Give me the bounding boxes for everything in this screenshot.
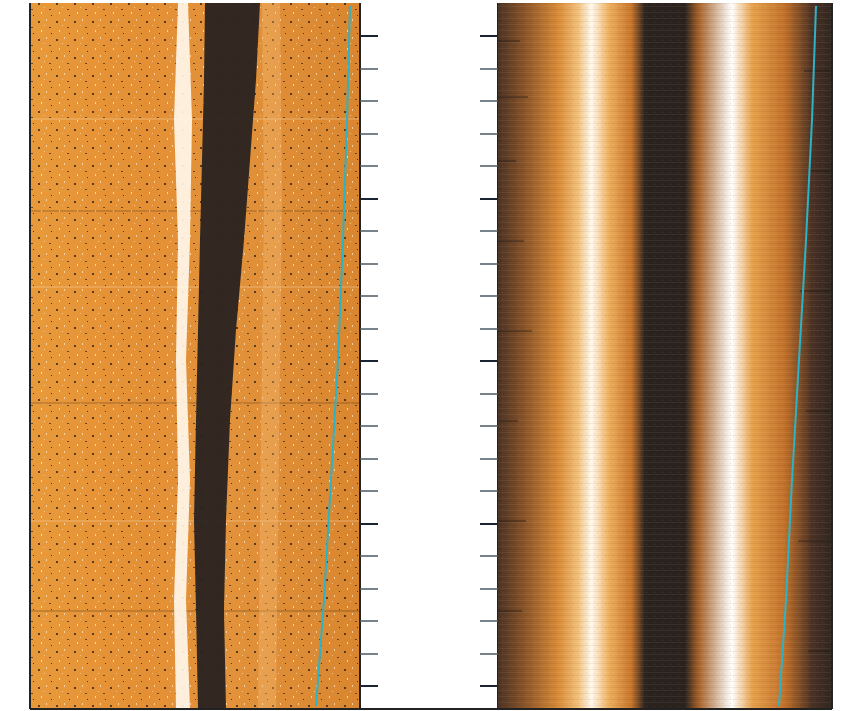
center-scale	[359, 3, 499, 709]
left-dark-band	[194, 3, 260, 709]
scale-ticks	[360, 35, 498, 687]
left-cyan-trace	[315, 5, 351, 707]
left-light-column	[258, 3, 282, 709]
left-scan-panel	[30, 3, 360, 709]
right-scan-panel	[498, 3, 832, 709]
figure-frame	[29, 3, 833, 710]
left-bright-band	[174, 3, 192, 709]
right-edge-noise	[498, 40, 832, 652]
right-cyan-trace	[778, 5, 817, 707]
